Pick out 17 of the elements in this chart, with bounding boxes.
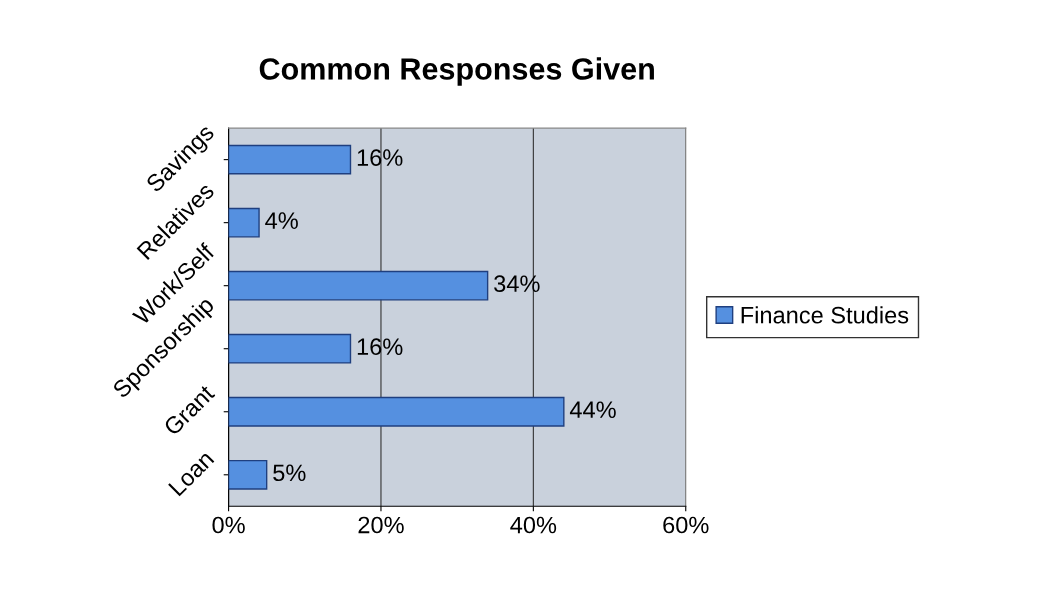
data-label: 4% (265, 212, 298, 229)
chart-title: Common Responses Given (259, 57, 654, 86)
bar (228, 459, 268, 490)
x-tick-label: 20% (358, 516, 404, 534)
data-label: 5% (273, 464, 306, 482)
data-label: 44% (569, 401, 616, 418)
bar (228, 207, 260, 238)
bar (228, 333, 352, 364)
bar (228, 144, 352, 175)
bar (228, 270, 489, 301)
x-tick-label: 0% (212, 516, 245, 534)
x-tick-label: 40% (510, 516, 557, 534)
data-label: 16% (357, 338, 403, 356)
legend-label: Finance Studies (741, 306, 909, 324)
data-label: 16% (357, 149, 403, 166)
x-tick-label: 60% (663, 516, 709, 534)
bar (228, 396, 565, 427)
